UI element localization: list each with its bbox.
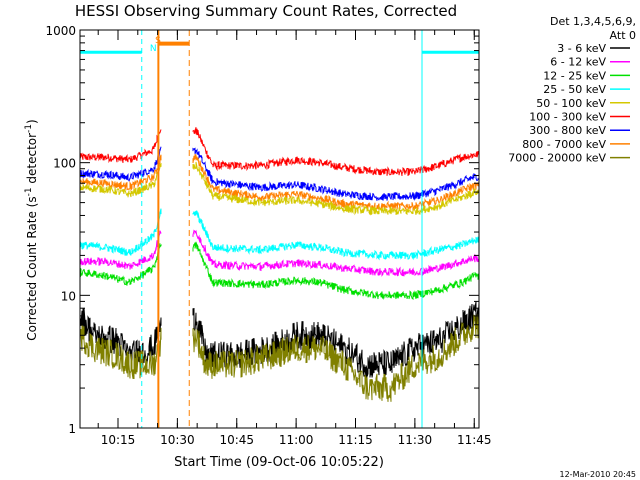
x-tick-label: 11:30 [398, 433, 433, 447]
y-axis-label-mid: detector [25, 133, 39, 188]
y-axis-label: Corrected Count Rate (s-1 detector-1) [24, 119, 39, 340]
y-tick-label: 1000 [45, 24, 76, 38]
y-axis-label-sup1: -1 [24, 187, 34, 196]
legend-entry-label: 12 - 25 keV [543, 69, 606, 82]
footer-date: 12-Mar-2010 20:45 [560, 470, 637, 479]
y-axis-label-end: ) [25, 119, 39, 124]
legend-entry-label: 800 - 7000 keV [522, 138, 606, 151]
legend-entry-label: 300 - 800 keV [529, 124, 606, 137]
y-tick-label: 1 [68, 422, 76, 436]
x-axis: 10:15 10:30 10:45 11:00 11:15 11:30 11:45 [97, 30, 492, 447]
series-line [79, 146, 480, 202]
y-axis-label-sup2: -1 [24, 124, 34, 133]
series-line [79, 127, 480, 176]
x-tick-label: 10:15 [101, 433, 136, 447]
series-line [79, 241, 480, 301]
y-axis-label-main: Corrected Count Rate (s [25, 196, 39, 340]
series-line [79, 313, 480, 402]
x-tick-label: 11:00 [279, 433, 314, 447]
legend-entry-label: 6 - 12 keV [550, 56, 606, 69]
plot-frame [79, 29, 480, 429]
series-line [79, 161, 480, 216]
series-line [79, 229, 480, 277]
y-tick-label: 100 [53, 157, 76, 171]
legend-header-1: Det 1,3,4,5,6,9, [550, 15, 636, 28]
x-axis-label: Start Time (09-Oct-06 10:05:22) [174, 455, 384, 470]
marker-label: S [155, 36, 161, 46]
series-line [79, 208, 480, 261]
legend-entry-label: 50 - 100 keV [536, 97, 606, 110]
legend-header-2: Att 0 [610, 29, 636, 42]
x-tick-label: 11:45 [457, 433, 492, 447]
x-tick-label: 10:45 [219, 433, 254, 447]
x-tick-label: 11:15 [338, 433, 373, 447]
legend-entry-label: 100 - 300 keV [529, 111, 606, 124]
series-line [79, 153, 480, 212]
marker-label: N [150, 44, 157, 54]
chart-title: HESSI Observing Summary Count Rates, Cor… [75, 2, 457, 20]
legend-entry-label: 3 - 6 keV [557, 42, 606, 55]
y-axis: 1 10 100 1000 [45, 24, 479, 436]
x-tick-label: 10:30 [160, 433, 195, 447]
y-tick-label: 10 [61, 289, 76, 303]
legend-entry-label: 25 - 50 keV [543, 83, 606, 96]
series-layer [79, 127, 480, 402]
legend-entry-label: 7000 - 20000 keV [508, 152, 606, 165]
